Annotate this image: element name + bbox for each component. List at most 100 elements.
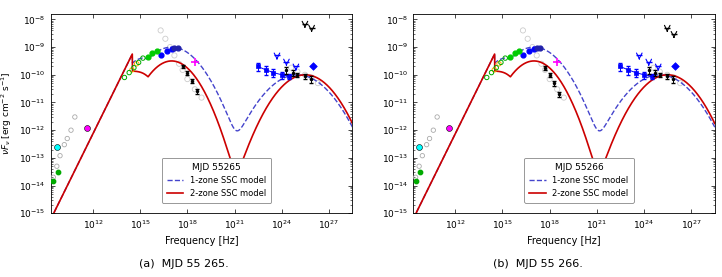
Point (638, 73, 650, 77)
Point (306, 75, 318, 80)
Point (410, 178, 422, 183)
Point (268, 70, 279, 75)
Point (152, 49, 163, 53)
Point (196, 95, 207, 100)
Point (177, 68, 188, 72)
Point (417, 153, 428, 158)
Point (161, 49, 173, 53)
Point (65, 128, 77, 132)
Point (531, 46, 542, 51)
Point (292, 70, 303, 74)
Point (81, 126, 92, 130)
Point (308, 64, 319, 69)
Point (52, 170, 64, 175)
Point (630, 70, 642, 75)
Point (645, 74, 657, 78)
Text: (a)  MJD 55 265.: (a) MJD 55 265. (139, 259, 229, 269)
X-axis label: Frequency [Hz]: Frequency [Hz] (165, 236, 238, 246)
Point (131, 61, 142, 66)
Point (427, 128, 439, 132)
Point (155, 53, 166, 58)
Point (173, 61, 185, 66)
Point (133, 60, 144, 65)
Point (531, 53, 542, 58)
Point (522, 37, 534, 41)
Point (504, 55, 516, 59)
Point (51, 164, 63, 168)
Point (517, 53, 529, 58)
Point (160, 37, 171, 41)
Point (513, 49, 525, 53)
Point (552, 87, 563, 91)
Point (539, 68, 551, 72)
Point (536, 61, 547, 66)
Point (169, 53, 180, 58)
Point (529, 47, 540, 51)
Point (155, 28, 166, 33)
Point (189, 87, 201, 91)
Point (558, 95, 570, 100)
Point (443, 126, 455, 130)
Point (622, 68, 634, 72)
Point (544, 77, 555, 81)
Point (61, 136, 73, 141)
Point (142, 55, 154, 59)
Point (118, 75, 130, 80)
Point (284, 74, 295, 78)
Y-axis label: $\nu F_\nu$ [erg cm$^{-2}$ s$^{-1}$]: $\nu F_\nu$ [erg cm$^{-2}$ s$^{-1}$] (0, 72, 14, 155)
X-axis label: Frequency [Hz]: Frequency [Hz] (527, 236, 601, 246)
Point (126, 68, 138, 72)
Point (552, 59, 563, 64)
Point (523, 49, 535, 53)
Point (495, 60, 507, 65)
Point (431, 115, 443, 119)
Point (661, 73, 673, 77)
Point (421, 142, 432, 147)
Point (69, 115, 81, 119)
Point (674, 81, 686, 85)
Point (51, 145, 63, 149)
Point (123, 70, 135, 75)
Point (276, 73, 287, 77)
Point (668, 75, 679, 80)
Point (169, 46, 180, 51)
Point (648, 65, 659, 70)
Point (48, 175, 59, 179)
Point (517, 28, 529, 33)
Point (189, 59, 201, 64)
Point (526, 45, 538, 49)
Point (509, 51, 521, 55)
Point (260, 68, 271, 72)
Point (285, 65, 297, 70)
Point (414, 164, 425, 168)
Point (166, 47, 178, 51)
Legend: 1-zone SSC model, 2-zone SSC model: 1-zone SSC model, 2-zone SSC model (162, 158, 271, 203)
Point (147, 51, 158, 55)
Point (424, 136, 435, 141)
Point (312, 81, 323, 85)
Point (54, 153, 66, 158)
Point (500, 56, 511, 60)
Legend: 1-zone SSC model, 2-zone SSC model: 1-zone SSC model, 2-zone SSC model (524, 158, 634, 203)
Point (614, 64, 626, 69)
Point (493, 61, 505, 66)
Point (48, 178, 59, 183)
Point (165, 45, 176, 49)
Point (299, 73, 310, 77)
Point (181, 77, 193, 81)
Point (486, 70, 497, 75)
Point (481, 75, 492, 80)
Point (654, 70, 666, 74)
Point (128, 65, 139, 70)
Point (670, 64, 682, 69)
Point (252, 64, 264, 69)
Point (410, 175, 422, 179)
Point (137, 56, 149, 60)
Point (534, 45, 546, 50)
Point (414, 170, 426, 175)
Point (489, 68, 500, 72)
Point (414, 145, 425, 149)
Text: (b)  MJD 55 266.: (b) MJD 55 266. (493, 259, 583, 269)
Point (490, 65, 502, 70)
Point (172, 45, 183, 50)
